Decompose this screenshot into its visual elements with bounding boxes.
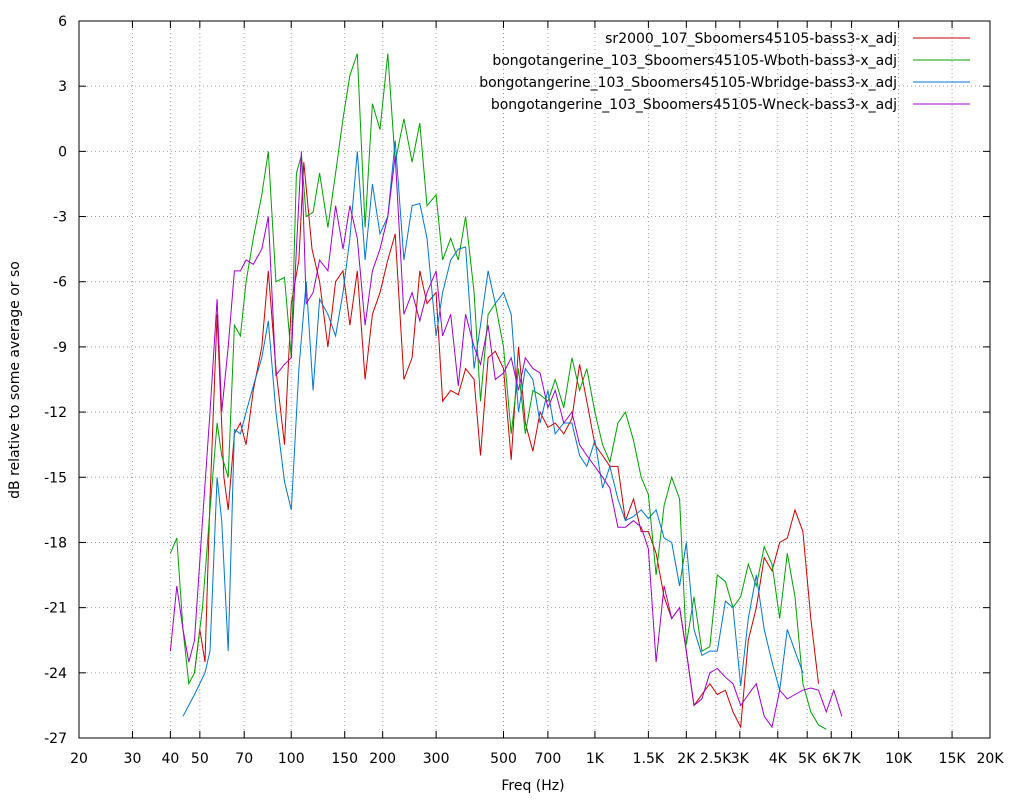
- x-tick-label: 2.5K: [700, 751, 732, 767]
- legend-entry-label: bongotangerine_103_Sboomers45105-Wbridge…: [479, 75, 897, 91]
- x-tick-label: 3K: [731, 751, 750, 767]
- x-tick-label: 15K: [939, 751, 967, 767]
- legend: sr2000_107_Sboomers45105-bass3-x_adjbong…: [479, 31, 970, 113]
- grid-lines: [79, 21, 990, 738]
- x-tick-label: 300: [423, 751, 450, 767]
- x-tick-label: 4K: [769, 751, 788, 767]
- y-tick-label: -6: [53, 275, 67, 291]
- legend-entry-label: sr2000_107_Sboomers45105-bass3-x_adj: [605, 31, 897, 47]
- x-tick-label: 5K: [798, 751, 817, 767]
- x-tick-label: 50: [191, 751, 209, 767]
- y-tick-label: -21: [44, 601, 67, 617]
- x-tick-label: 700: [535, 751, 562, 767]
- y-tick-label: -15: [44, 470, 67, 486]
- y-tick-label: -27: [44, 731, 67, 747]
- series-line-4: [169, 151, 843, 729]
- y-tick-label: -24: [44, 666, 67, 682]
- x-tick-label: 150: [331, 751, 358, 767]
- x-tick-label: 20K: [977, 751, 1005, 767]
- y-tick-label: 3: [58, 79, 67, 95]
- x-tick-label: 20: [70, 751, 88, 767]
- x-tick-label: 2K: [677, 751, 696, 767]
- x-tick-label: 100: [278, 751, 305, 767]
- x-tick-label: 70: [235, 751, 253, 767]
- x-tick-label: 500: [490, 751, 517, 767]
- x-tick-label: 40: [161, 751, 179, 767]
- x-tick-label: 6K: [822, 751, 841, 767]
- y-tick-label: -3: [53, 210, 67, 226]
- x-tick-label: 30: [124, 751, 142, 767]
- series-line-3: [182, 140, 804, 717]
- y-axis-label: dB relative to some average or so: [7, 261, 23, 499]
- x-tick-label: 1K: [586, 751, 605, 767]
- x-tick-label: 1.5K: [633, 751, 665, 767]
- y-tick-label: -12: [44, 405, 67, 421]
- y-tick-label: 0: [58, 144, 67, 160]
- series-lines: [169, 53, 843, 730]
- y-tick-label: -9: [53, 340, 67, 356]
- legend-entry-label: bongotangerine_103_Sboomers45105-Wneck-b…: [491, 97, 897, 113]
- y-tick-label: -18: [44, 535, 67, 551]
- series-line-2: [169, 53, 827, 730]
- series-line-1: [194, 162, 819, 729]
- x-axis-label: Freq (Hz): [501, 778, 564, 794]
- x-tick-label: 7K: [843, 751, 862, 767]
- legend-entry-label: bongotangerine_103_Sboomers45105-Wboth-b…: [492, 53, 897, 69]
- x-tick-label: 10K: [885, 751, 913, 767]
- y-tick-label: 6: [58, 14, 67, 30]
- plot-frame: [78, 20, 991, 739]
- x-tick-label: 200: [369, 751, 396, 767]
